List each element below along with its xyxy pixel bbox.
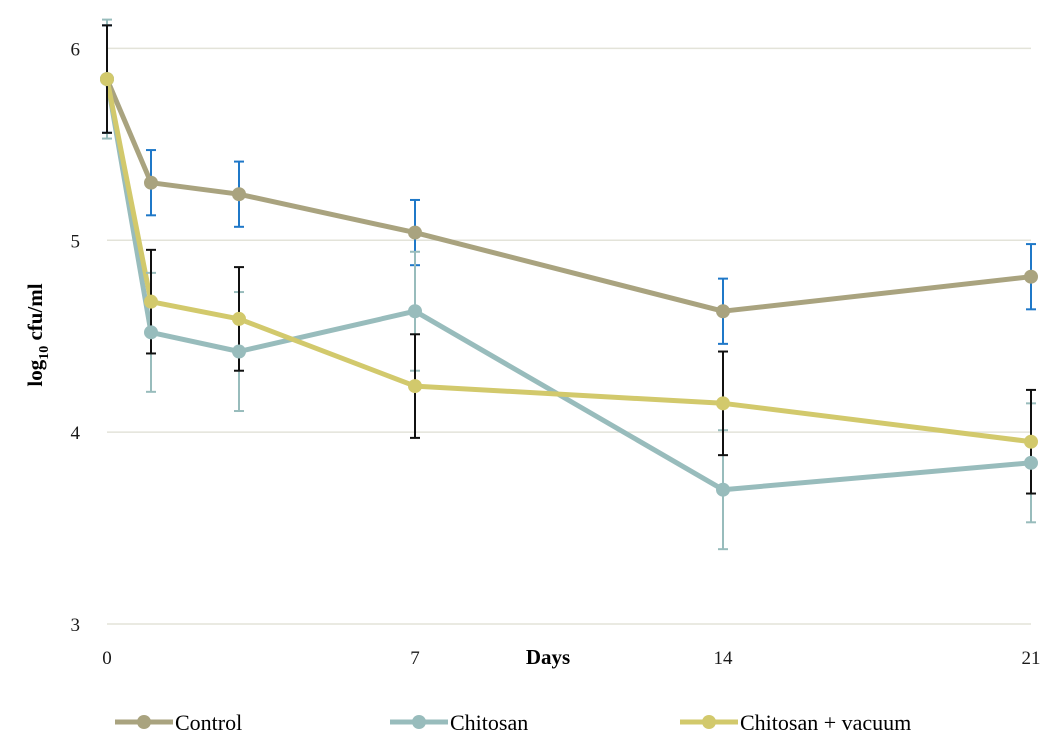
- data-point-2-2: [232, 311, 246, 326]
- error-bars: [102, 18, 1036, 551]
- series-lines: [104, 76, 1034, 493]
- y-axis-title-unit: cfu/ml: [23, 283, 47, 346]
- y-tick-label-4: 4: [71, 423, 81, 444]
- legend-item-0: Control: [115, 710, 242, 735]
- data-point-2-1: [144, 294, 158, 309]
- x-tick-label-21: 21: [1022, 648, 1041, 669]
- legend-swatch-marker: [137, 715, 151, 729]
- data-point-0-2: [232, 187, 246, 202]
- data-point-2-0: [100, 72, 114, 87]
- legend-label: Chitosan + vacuum: [740, 710, 911, 735]
- series-line-2: [104, 76, 1034, 445]
- data-point-1-2: [232, 344, 246, 359]
- data-point-2-3: [408, 379, 422, 394]
- data-points: [100, 72, 1038, 497]
- legend-item-1: Chitosan: [390, 710, 528, 735]
- y-axis-title-log: log: [23, 359, 47, 386]
- y-tick-label-3: 3: [71, 615, 81, 636]
- legend-swatch-marker: [412, 715, 426, 729]
- y-axis-title: log10 cfu/ml: [23, 283, 52, 386]
- legend-swatch-marker: [702, 715, 716, 729]
- x-tick-labels: 0 7 14 21: [102, 648, 1040, 669]
- x-axis-title: Days: [526, 645, 570, 669]
- data-point-1-1: [144, 325, 158, 340]
- data-point-0-5: [1024, 269, 1038, 284]
- y-axis-title-subscript: 10: [37, 346, 52, 360]
- legend-label: Chitosan: [450, 710, 528, 735]
- gridlines: [107, 47, 1031, 625]
- legend: Control Chitosan Chitosan + vacuum: [115, 710, 911, 735]
- y-tick-label-5: 5: [71, 231, 81, 252]
- data-point-2-4: [716, 396, 730, 411]
- data-point-0-4: [716, 304, 730, 319]
- y-tick-labels: 3 4 5 6: [71, 39, 81, 636]
- series-line-1: [104, 76, 1034, 493]
- data-point-2-5: [1024, 434, 1038, 449]
- x-tick-label-7: 7: [410, 648, 420, 669]
- series-line-0: [104, 76, 1034, 314]
- y-tick-label-6: 6: [71, 39, 81, 60]
- data-point-0-3: [408, 225, 422, 240]
- x-tick-label-14: 14: [714, 648, 734, 669]
- legend-item-2: Chitosan + vacuum: [680, 710, 911, 735]
- legend-label: Control: [175, 710, 242, 735]
- data-point-1-3: [408, 304, 422, 319]
- x-tick-label-0: 0: [102, 648, 112, 669]
- data-point-0-1: [144, 175, 158, 190]
- data-point-1-5: [1024, 455, 1038, 470]
- data-point-1-4: [716, 482, 730, 497]
